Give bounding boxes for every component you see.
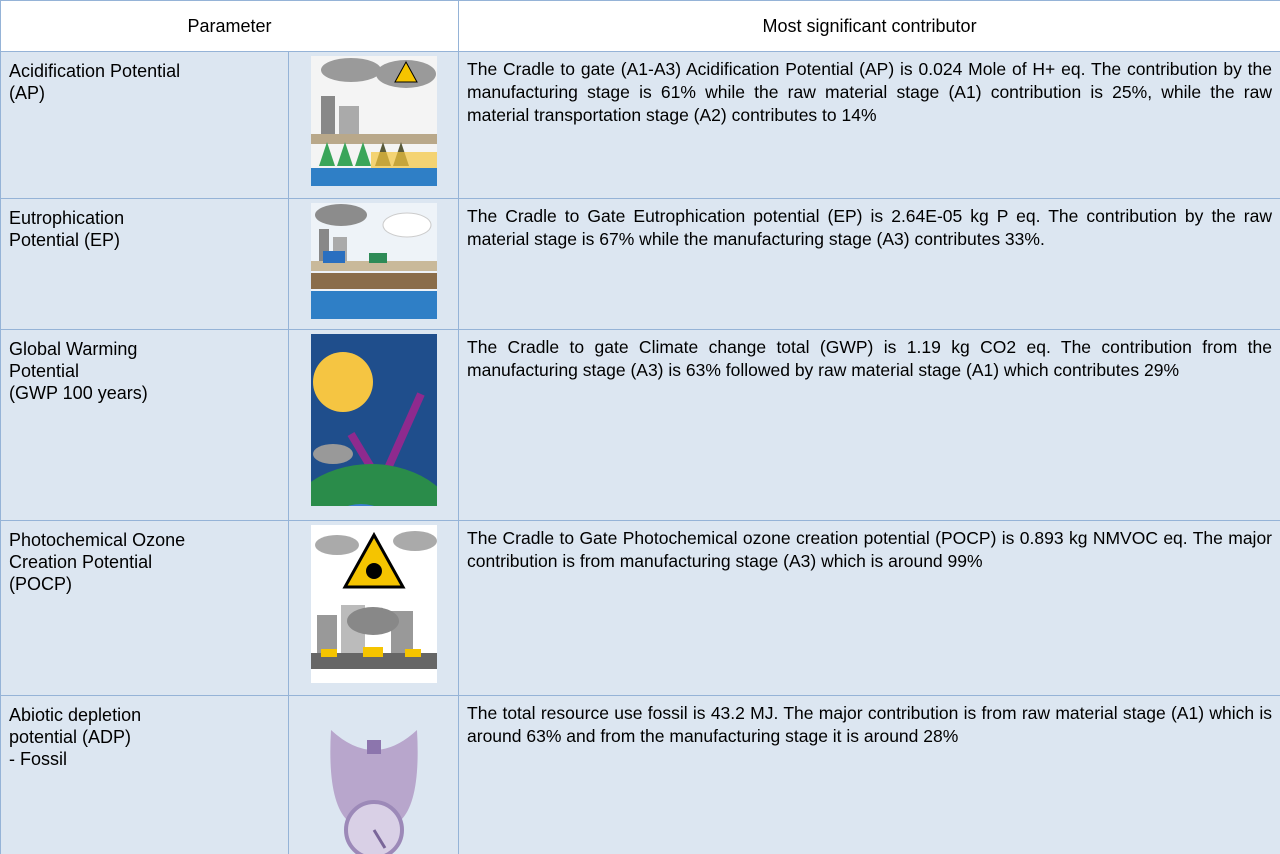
parameter-cell: Acidification Potential(AP) — [1, 52, 289, 199]
parameter-line: Potential — [9, 360, 280, 382]
ozone-illustration — [311, 525, 437, 683]
parameter-line: Abiotic depletion — [9, 704, 280, 726]
parameter-line: Creation Potential — [9, 551, 280, 573]
parameter-line: (POCP) — [9, 573, 280, 595]
global-warming-illustration — [311, 334, 437, 506]
parameter-line: - Fossil — [9, 748, 280, 770]
parameter-line: (GWP 100 years) — [9, 382, 280, 404]
acidification-illustration — [311, 56, 437, 186]
image-cell — [289, 696, 459, 854]
eutrophication-illustration — [311, 203, 437, 319]
parameter-line: Potential (EP) — [9, 229, 280, 251]
image-cell — [289, 199, 459, 330]
page: Parameter Most significant contributor A… — [0, 0, 1280, 854]
header-row: Parameter Most significant contributor — [1, 1, 1280, 52]
header-cell: Parameter — [1, 1, 459, 52]
parameter-line: potential (ADP) — [9, 726, 280, 748]
image-cell — [289, 521, 459, 696]
abiotic-illustration — [311, 700, 437, 854]
description-cell: The Cradle to Gate Eutrophication potent… — [459, 199, 1280, 330]
row: Acidification Potential(AP) The Cradle t… — [1, 52, 1280, 199]
image-cell — [289, 330, 459, 521]
parameter-line: (AP) — [9, 82, 280, 104]
header-cell: Most significant contributor — [459, 1, 1280, 52]
description-cell: The Cradle to gate (A1-A3) Acidification… — [459, 52, 1280, 199]
description-cell: The Cradle to Gate Photochemical ozone c… — [459, 521, 1280, 696]
parameter-line: Acidification Potential — [9, 60, 280, 82]
image-cell — [289, 52, 459, 199]
parameter-line: Eutrophication — [9, 207, 280, 229]
contributor-table: Parameter Most significant contributor A… — [0, 0, 1280, 854]
parameter-line: Global Warming — [9, 338, 280, 360]
description-cell: The Cradle to gate Climate change total … — [459, 330, 1280, 521]
parameter-line: Photochemical Ozone — [9, 529, 280, 551]
description-cell: The total resource use fossil is 43.2 MJ… — [459, 696, 1280, 854]
